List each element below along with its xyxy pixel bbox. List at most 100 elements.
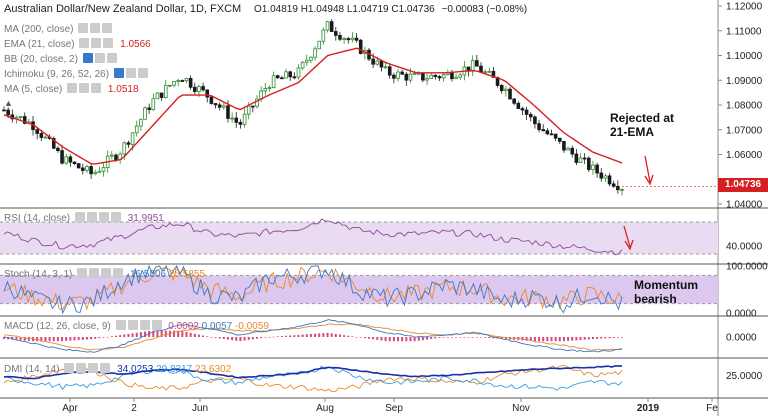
macd-hist-bar — [276, 336, 279, 337]
more-icon[interactable] — [100, 363, 111, 373]
macd-hist-bar — [81, 337, 84, 340]
dmi-legend[interactable]: DMI (14, 14) 34.0253 29.8317 23.6302 — [4, 363, 231, 375]
time-tick-label: 2019 — [637, 403, 660, 414]
eye-icon[interactable] — [115, 320, 126, 330]
macd-hist-bar — [69, 337, 72, 341]
settings-icon[interactable] — [79, 83, 90, 93]
close-icon[interactable] — [88, 363, 99, 373]
macd-hist-bar — [189, 332, 192, 337]
candle-body — [246, 105, 251, 115]
candle-body — [134, 125, 139, 134]
candle-body — [334, 31, 338, 36]
candle-body — [607, 175, 612, 185]
close-icon[interactable] — [91, 83, 102, 93]
macd-hist-bar — [94, 337, 97, 339]
eye-icon[interactable] — [82, 53, 93, 63]
candle-body — [412, 73, 417, 75]
candle-body — [620, 189, 624, 191]
macd-histogram — [3, 330, 623, 342]
eye-icon[interactable] — [78, 23, 89, 33]
macd-hist-bar — [463, 337, 466, 338]
eye-icon[interactable] — [113, 68, 124, 78]
macd-hist-bar — [372, 337, 375, 340]
close-icon[interactable] — [101, 268, 112, 278]
candle-body — [541, 129, 545, 132]
candle-body — [338, 34, 342, 40]
macd-hist-bar — [44, 337, 47, 342]
indicator-ma5[interactable]: MA (5, close) 1.0518 — [4, 83, 139, 95]
candle-body — [271, 75, 276, 88]
time-tick-label: 2 — [131, 403, 137, 414]
candle-body — [591, 164, 595, 170]
settings-icon[interactable] — [76, 363, 87, 373]
candle-body — [470, 60, 475, 72]
candle-body — [217, 104, 222, 108]
settings-icon[interactable] — [127, 320, 138, 330]
candle-body — [213, 103, 218, 106]
settings-icon[interactable] — [125, 68, 136, 78]
close-icon[interactable] — [102, 23, 113, 33]
macd-line — [3, 319, 623, 353]
close-icon[interactable] — [137, 68, 148, 78]
indicator-ema21[interactable]: EMA (21, close) 1.0566 — [4, 38, 151, 50]
more-icon[interactable] — [151, 320, 162, 330]
eye-icon[interactable] — [67, 83, 78, 93]
more-icon[interactable] — [110, 212, 121, 222]
macd-hist-bar — [243, 337, 246, 341]
macd-hist-bar — [571, 337, 574, 341]
macd-hist-bar — [388, 337, 391, 342]
rsi-tick-label: 40.0000 — [726, 242, 763, 253]
macd-hist-bar — [77, 337, 80, 341]
macd-hist-bar — [397, 337, 400, 342]
macd-hist-bar — [467, 337, 470, 338]
candle-body — [450, 72, 454, 80]
macd-hist-bar — [376, 337, 379, 340]
settings-icon[interactable] — [90, 23, 101, 33]
indicator-ma200[interactable]: MA (200, close) — [4, 23, 113, 35]
settings-icon[interactable] — [89, 268, 100, 278]
indicator-ma5-label: MA (5, close) — [4, 84, 63, 95]
candle-body — [97, 170, 102, 173]
macd-legend[interactable]: MACD (12, 26, close, 9) 0.0002 0.0057 -0… — [4, 320, 269, 332]
symbol-title[interactable]: Australian Dollar/New Zealand Dollar, 1D… — [4, 3, 242, 15]
settings-icon[interactable] — [86, 212, 97, 222]
close-icon[interactable] — [139, 320, 150, 330]
ema-21-line — [3, 47, 623, 165]
candle-body — [537, 123, 541, 130]
eye-icon[interactable] — [79, 38, 90, 48]
macd-hist-bar — [114, 335, 117, 337]
macd-hist-bar — [450, 337, 453, 338]
rsi-legend[interactable]: RSI (14, close) 31.9951 — [4, 212, 164, 224]
stoch-legend[interactable]: Stoch (14, 3, 1) 16.5806 25.5855 — [4, 268, 205, 280]
candle-body — [342, 38, 346, 40]
close-icon[interactable] — [106, 53, 117, 63]
close-icon[interactable] — [98, 212, 109, 222]
indicator-bb[interactable]: BB (20, close, 2) — [4, 53, 117, 65]
macd-hist-bar — [488, 337, 491, 339]
eye-icon[interactable] — [74, 212, 85, 222]
candle-body — [209, 96, 214, 104]
down-arrow-rsi — [623, 225, 631, 248]
settings-icon[interactable] — [94, 53, 105, 63]
macd-hist-bar — [575, 337, 578, 341]
eye-icon[interactable] — [64, 363, 75, 373]
candle-body — [284, 71, 288, 79]
close-icon[interactable] — [103, 38, 114, 48]
macd-hist-bar — [139, 332, 142, 337]
candle-body — [400, 71, 404, 75]
settings-icon[interactable] — [91, 38, 102, 48]
stoch-k-line — [3, 264, 623, 315]
macd-hist-bar — [330, 333, 333, 337]
macd-hist-bar — [119, 335, 122, 337]
collapse-legend-icon[interactable]: ▲ — [4, 98, 13, 108]
candle-body — [304, 59, 309, 63]
eye-icon[interactable] — [77, 268, 88, 278]
more-icon[interactable] — [113, 268, 124, 278]
indicator-ichimoku[interactable]: Ichimoku (9, 26, 52, 26) — [4, 68, 148, 80]
candle-body — [242, 113, 247, 125]
macd-hist-bar — [3, 337, 5, 340]
candle-body — [475, 60, 479, 67]
candle-body — [562, 140, 566, 151]
macd-hist-bar — [309, 333, 312, 337]
